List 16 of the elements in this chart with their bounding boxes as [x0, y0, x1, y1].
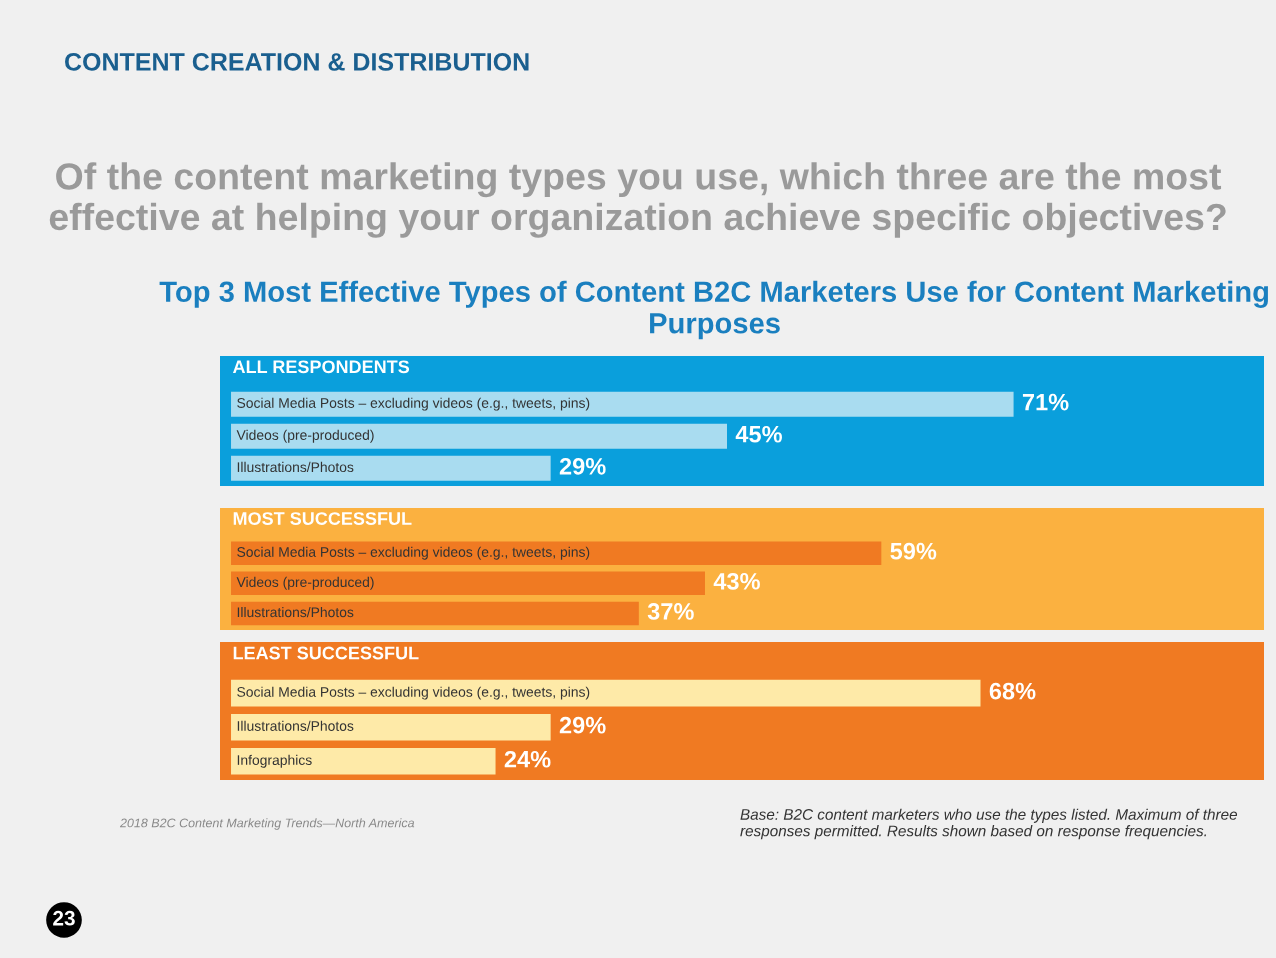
chart-title: ALL RESPONDENTS — [232, 360, 410, 374]
text: Top 3 Most Effective Types of Content B2C Marketers Use for Content Marketing Purposes — [159, 280, 1268, 340]
data-label: 29% — [559, 716, 606, 734]
text: 23 — [53, 910, 75, 926]
data-label: 59% — [890, 542, 937, 560]
chart-title: MOST SUCCESSFUL — [233, 512, 412, 525]
data-label: 29% — [559, 457, 606, 475]
chart-title: LEAST SUCCESSFUL — [233, 646, 419, 660]
data-label: 24% — [504, 750, 551, 768]
data-label: 68% — [989, 682, 1036, 700]
data-label: 37% — [647, 603, 694, 620]
text: CONTENT CREATION & DISTRIBUTION — [65, 53, 529, 71]
data-label: 43% — [713, 572, 760, 590]
data-label: 45% — [735, 425, 782, 443]
data-label: 71% — [1022, 393, 1069, 411]
text: Of the content marketing types you use, which three are the most effective at helping your organization achieve specific objectives? — [49, 162, 1226, 238]
